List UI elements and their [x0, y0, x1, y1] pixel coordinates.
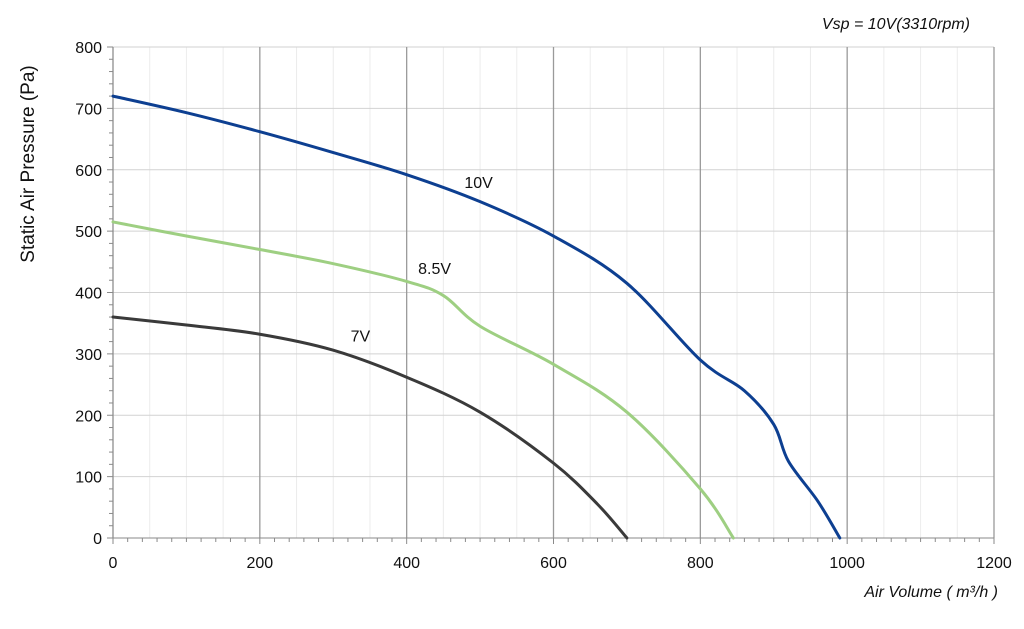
x-tick-label: 600 — [540, 555, 567, 572]
y-tick-label: 500 — [75, 224, 102, 241]
x-tick-label: 1200 — [976, 555, 1012, 572]
x-axis-title: Air Volume ( m³/h ) — [863, 584, 998, 601]
series-line-8-5v — [111, 220, 735, 540]
y-tick-label: 100 — [75, 470, 102, 487]
y-tick-label: 300 — [75, 347, 102, 364]
x-tick-label: 200 — [246, 555, 273, 572]
series-label-10v: 10V — [464, 175, 493, 192]
y-axis-title: Static Air Pressure (Pa) — [18, 65, 39, 262]
y-tick-label: 800 — [75, 40, 102, 57]
y-tick-label: 0 — [93, 531, 102, 548]
y-tick-label: 400 — [75, 286, 102, 303]
series-line-7v — [111, 315, 629, 540]
x-tick-label: 0 — [109, 555, 118, 572]
x-tick-label: 800 — [687, 555, 714, 572]
x-tick-label: 400 — [393, 555, 420, 572]
y-tick-label: 600 — [75, 163, 102, 180]
series-line-10v — [111, 94, 842, 540]
grid-layer — [112, 46, 995, 539]
series-label-8-5v: 8.5V — [418, 261, 451, 278]
y-tick-label: 200 — [75, 408, 102, 425]
label-layer: 10V 8.5V 7V — [351, 175, 494, 345]
axis-layer: 0 200 400 600 800 1000 1200 0 100 200 300 400 500 600… — [75, 40, 1012, 572]
x-tick-label: 1000 — [829, 555, 865, 572]
y-tick-label: 700 — [75, 101, 102, 118]
series-layer — [111, 94, 842, 540]
annotation-label: Vsp = 10V(3310rpm) — [822, 16, 970, 33]
series-label-7v: 7V — [351, 329, 371, 346]
